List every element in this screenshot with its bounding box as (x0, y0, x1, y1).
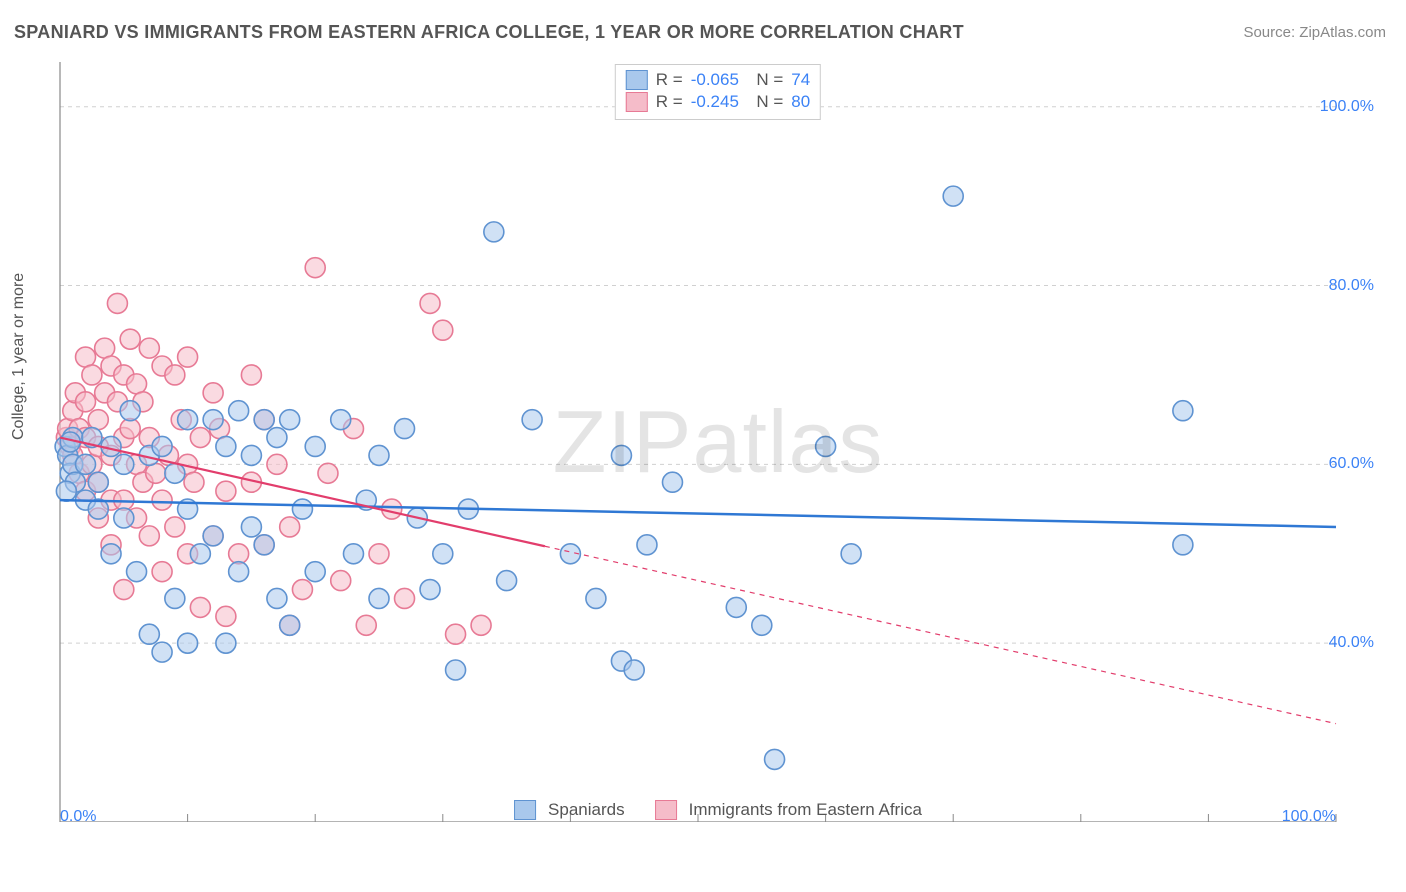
y-tick: 40.0% (1329, 634, 1374, 652)
swatch-icon (514, 800, 536, 820)
stat-label: R = (656, 91, 683, 113)
legend-stats-row: R = -0.065 N = 74 (626, 69, 810, 91)
source-label: Source: ZipAtlas.com (1243, 24, 1386, 41)
stat-label: N = (747, 91, 783, 113)
x-tick-max: 100.0% (1282, 808, 1336, 826)
y-tick: 80.0% (1329, 277, 1374, 295)
legend-label: Spaniards (548, 800, 625, 820)
swatch-icon (626, 70, 648, 90)
legend-stats-row: R = -0.245 N = 80 (626, 91, 810, 113)
stat-label: R = (656, 69, 683, 91)
swatch-icon (655, 800, 677, 820)
y-tick: 60.0% (1329, 455, 1374, 473)
legend-stats: R = -0.065 N = 74 R = -0.245 N = 80 (615, 64, 821, 120)
stat-label: N = (747, 69, 783, 91)
stat-value: 80 (791, 91, 810, 113)
swatch-icon (626, 92, 648, 112)
legend-series: Spaniards Immigrants from Eastern Africa (514, 800, 922, 820)
chart-area: ZIPatlas R = -0.065 N = 74 R = -0.245 N … (50, 62, 1386, 822)
x-tick-min: 0.0% (60, 808, 96, 826)
scatter-plot (50, 62, 1386, 822)
legend-label: Immigrants from Eastern Africa (689, 800, 922, 820)
chart-title: SPANIARD VS IMMIGRANTS FROM EASTERN AFRI… (14, 22, 964, 43)
stat-value: 74 (791, 69, 810, 91)
y-axis-label: College, 1 year or more (10, 273, 28, 440)
stat-value: -0.065 (691, 69, 739, 91)
y-tick: 100.0% (1320, 98, 1374, 116)
stat-value: -0.245 (691, 91, 739, 113)
